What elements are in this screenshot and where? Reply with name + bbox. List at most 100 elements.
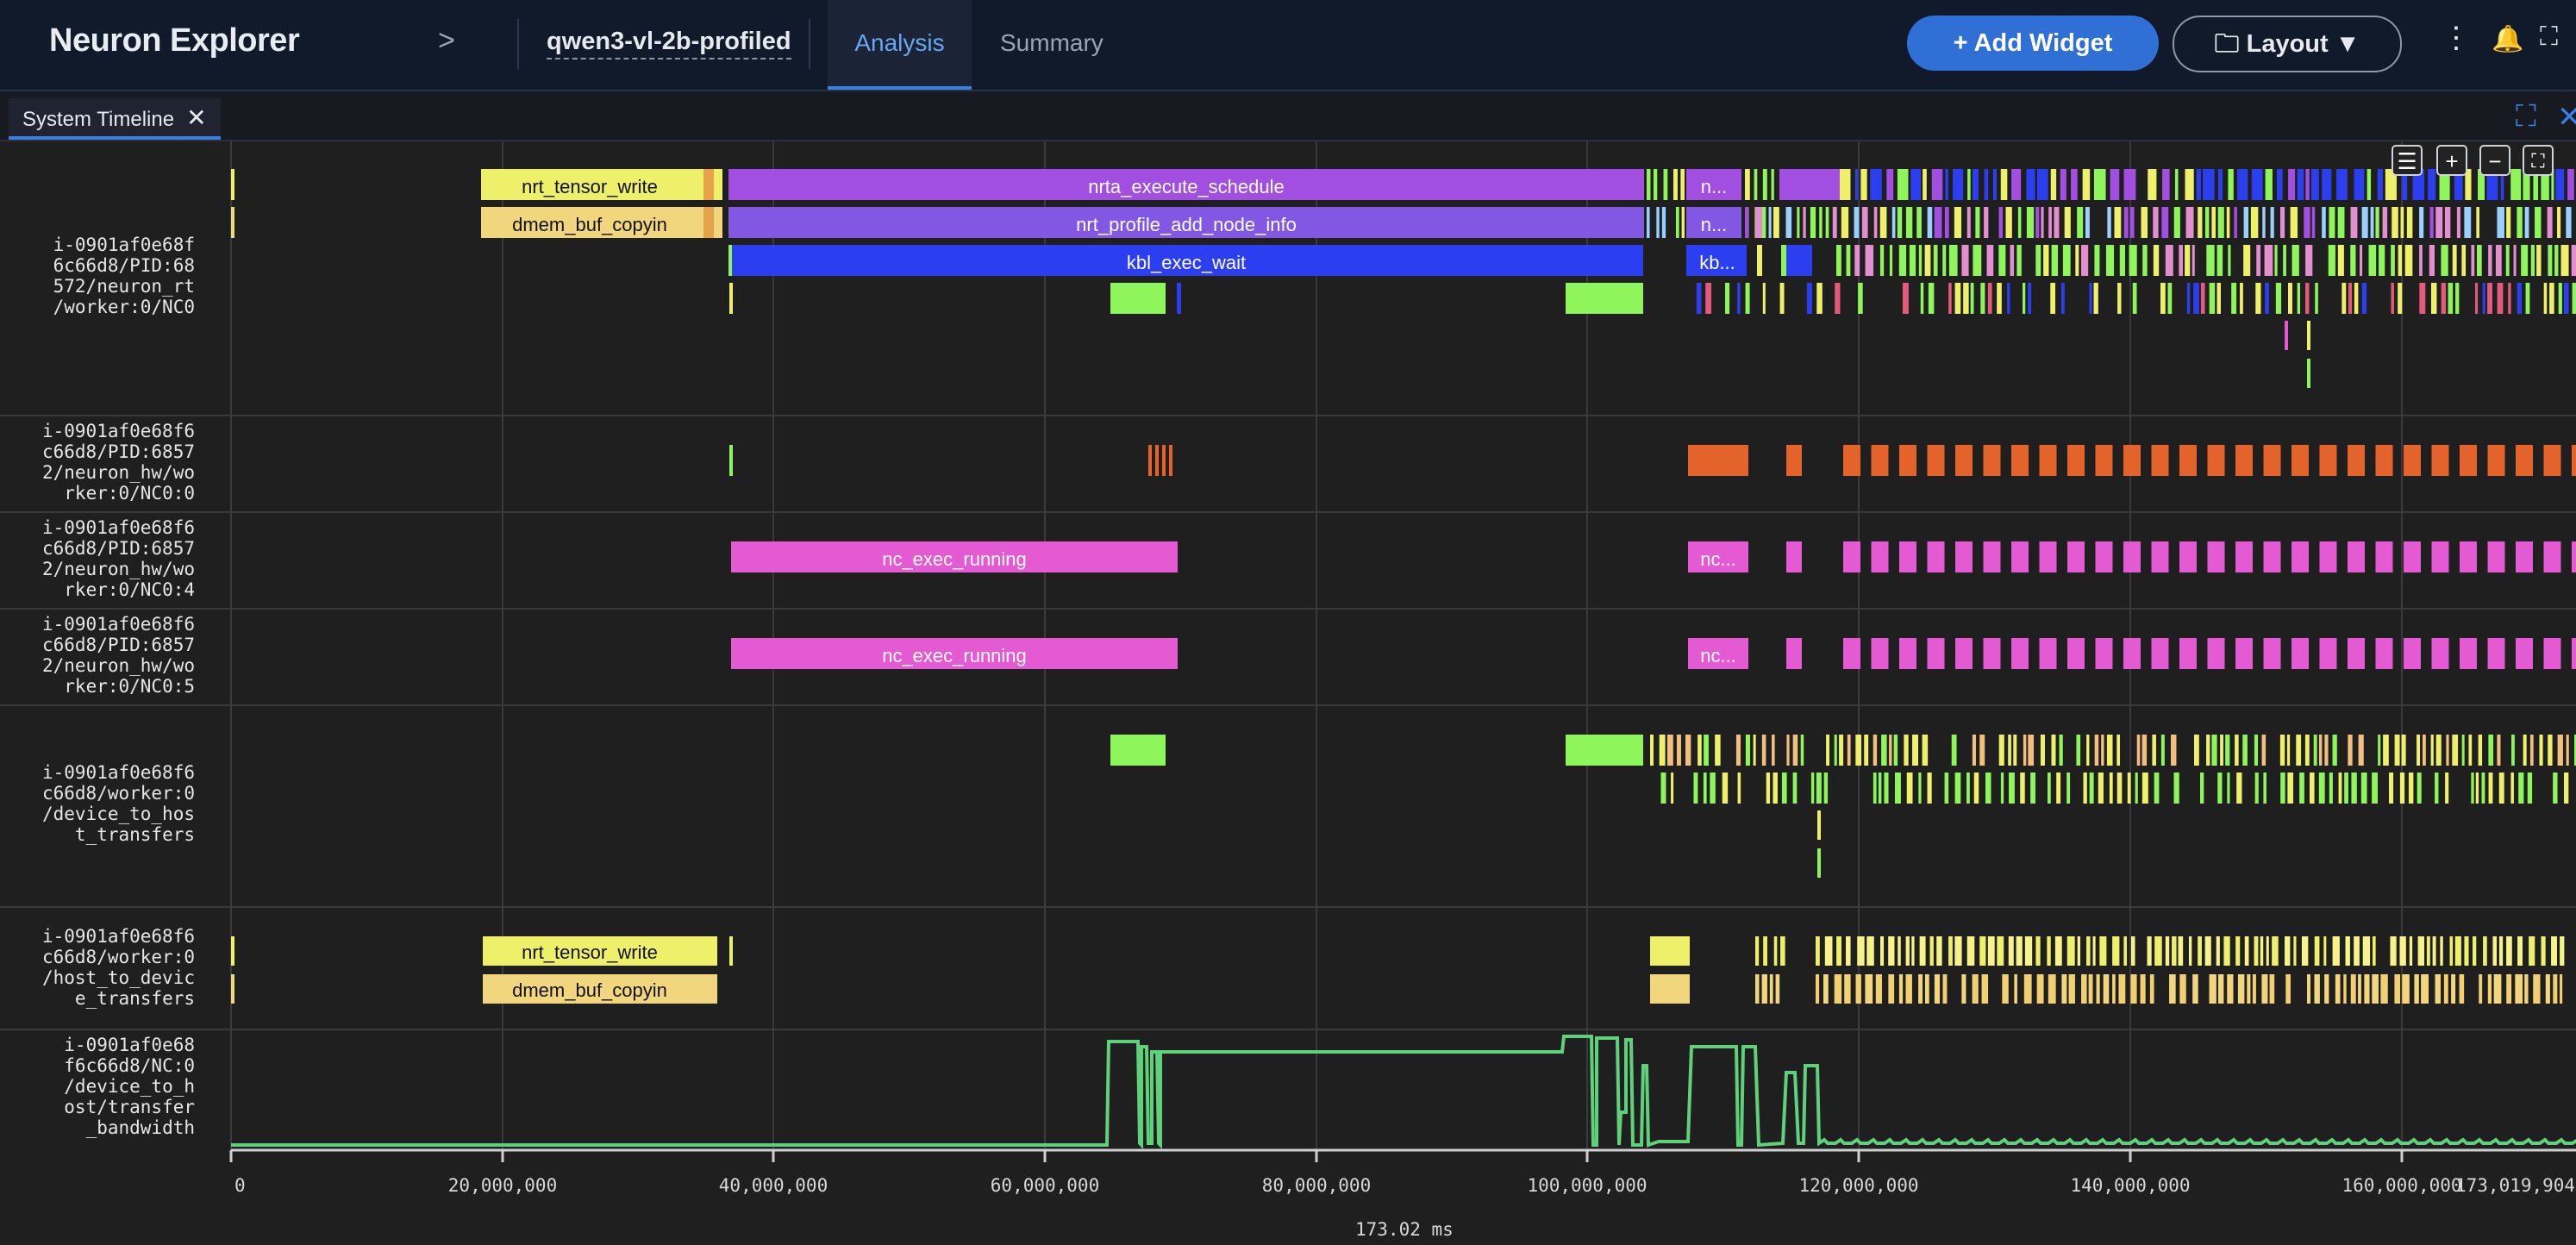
more-vertical-icon[interactable]: ⋮ <box>2442 22 2471 54</box>
event-stripe <box>2191 245 2195 276</box>
event-stripe <box>1918 974 1923 1004</box>
event-stripe <box>2008 735 2011 766</box>
event-pink-bar <box>2572 638 2576 669</box>
event-stripe <box>1870 169 1882 200</box>
event-stripe <box>2350 974 2356 1004</box>
event-stripe <box>1762 283 1766 314</box>
event-stripe <box>2263 773 2267 804</box>
event-stripe <box>1671 773 1674 804</box>
event-stripe <box>1806 283 1812 314</box>
event-stripe <box>2379 245 2385 276</box>
event-pink-bar <box>2460 541 2477 572</box>
event-stripe <box>2545 974 2550 1004</box>
event-pink-bar <box>1927 638 1945 669</box>
event-stripe <box>2533 169 2539 200</box>
event-stripe <box>2242 735 2248 766</box>
event-stripe <box>1771 169 1774 200</box>
event-tick <box>1757 245 1762 276</box>
event-stripe <box>2013 735 2017 766</box>
event-stripe <box>2541 936 2546 966</box>
event-orange-bar <box>2516 445 2533 476</box>
event-stripe <box>2169 974 2176 1004</box>
event-stripe <box>1873 773 1877 804</box>
event-pink-bar <box>2235 638 2253 669</box>
event-stripe <box>2305 169 2310 200</box>
event-stripe <box>1762 169 1767 200</box>
expand-panel-icon[interactable]: ⛶ <box>2516 100 2536 133</box>
event-stripe <box>2109 773 2113 804</box>
event-stripe <box>2338 773 2342 804</box>
event-stripe <box>2429 245 2435 276</box>
add-widget-button[interactable]: + Add Widget <box>1907 16 2159 71</box>
event-stripe <box>2383 735 2389 766</box>
event-stripe <box>2149 974 2154 1004</box>
event-stripe <box>2118 974 2126 1004</box>
event-stripe <box>2471 245 2475 276</box>
event-stripe <box>1785 207 1792 238</box>
event-nc-exec-running <box>731 638 1178 669</box>
event-stripe <box>2541 169 2549 200</box>
event-stripe <box>2529 936 2535 966</box>
event-orange-bar <box>2067 445 2085 476</box>
tab-system-timeline[interactable]: System Timeline ✕ <box>9 98 221 140</box>
event-stripe <box>2375 207 2379 238</box>
event-stripe <box>2362 936 2371 966</box>
event-stripe <box>2399 773 2405 804</box>
fullscreen-icon[interactable]: ⛶ <box>2540 22 2558 51</box>
layout-button[interactable]: 🗀 Layout ▼ <box>2173 16 2402 72</box>
event-stripe <box>1893 735 1898 766</box>
event-stripe <box>2315 283 2318 314</box>
app-brand[interactable]: Neuron Explorer <box>49 22 300 59</box>
event-stripe <box>2511 735 2515 766</box>
bell-icon[interactable]: 🔔 <box>2492 25 2524 53</box>
zoom-out-icon[interactable]: − <box>2479 145 2510 176</box>
event-stripe <box>2454 936 2461 966</box>
event-pink-bar <box>2543 541 2561 572</box>
event-stripe <box>2048 773 2051 804</box>
zoom-in-icon[interactable]: + <box>2436 145 2467 176</box>
event-stripe <box>2000 169 2008 200</box>
event-pink-bar <box>2179 541 2197 572</box>
event-stripe <box>1923 169 1927 200</box>
event-stripe <box>1942 245 1947 276</box>
event-stripe <box>2173 773 2179 804</box>
event-stripe <box>2172 936 2177 966</box>
fit-icon[interactable]: ⛶ <box>2523 145 2554 176</box>
event-stripe <box>2510 773 2514 804</box>
event-stripe <box>2451 974 2456 1004</box>
event-stripe <box>2051 735 2056 766</box>
event-stripe <box>2290 207 2298 238</box>
event-stripe <box>2261 735 2267 766</box>
event-stripe <box>1933 245 1938 276</box>
event-pink-bar <box>2516 541 2533 572</box>
tab-summary[interactable]: Summary <box>1000 29 1104 56</box>
project-name[interactable]: qwen3-vl-2b-profiled <box>547 28 791 59</box>
timeline-background <box>0 141 2576 1245</box>
event-stripe <box>1663 169 1668 200</box>
event-stripe <box>2441 245 2448 276</box>
row-label-nc0-4: i-0901af0e68f6 c66d8/PID:6857 2/neuron_h… <box>41 517 195 600</box>
event-stripe <box>2360 773 2367 804</box>
event-pink-bar <box>2095 638 2113 669</box>
tab-analysis[interactable]: Analysis <box>828 0 972 90</box>
close-icon[interactable]: ✕ <box>186 104 207 131</box>
event-stripe <box>1797 207 1800 238</box>
event-stripe <box>2275 283 2282 314</box>
expand-chevron-icon[interactable]: > <box>438 24 455 57</box>
event-stripe <box>1984 207 1989 238</box>
list-icon[interactable]: ☰ <box>2392 145 2423 176</box>
event-stripe <box>2283 245 2286 276</box>
event-stripe <box>2440 936 2443 966</box>
event-stripe <box>2567 169 2574 200</box>
event-stripe <box>1769 974 1773 1004</box>
event-pink-bar <box>1983 541 2001 572</box>
event-orange-bar <box>1955 445 1973 476</box>
event-stripe <box>2178 936 2184 966</box>
event-orange-bar <box>2207 445 2225 476</box>
event-stripe <box>2098 773 2104 804</box>
event-stripe <box>2036 169 2048 200</box>
event-pink-bar <box>1983 638 2001 669</box>
event-stripe <box>2228 245 2231 276</box>
close-panel-icon[interactable]: ✕ <box>2557 101 2576 134</box>
